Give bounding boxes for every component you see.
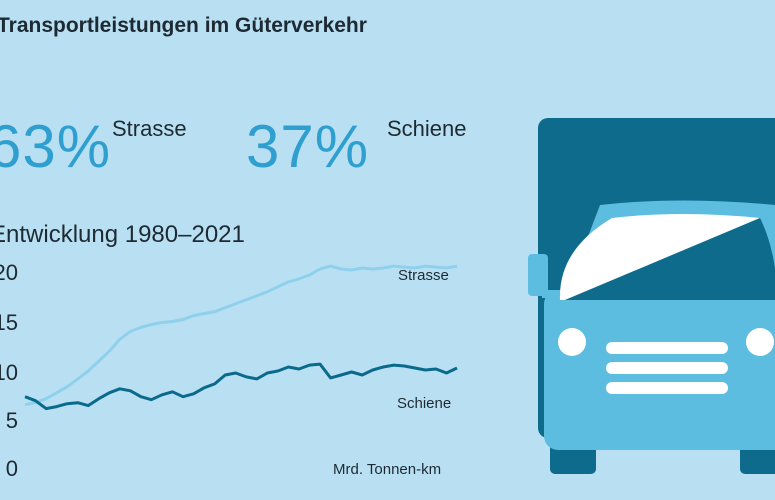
truck-mirror xyxy=(528,254,548,296)
y-tick-label: 0 xyxy=(5,456,18,481)
truck-grille-bar xyxy=(606,342,728,354)
rail-share-value: 37% xyxy=(246,113,370,180)
y-tick-label: 5 xyxy=(5,408,18,433)
truck-headlight xyxy=(558,328,586,356)
y-tick-label: 15 xyxy=(0,310,18,335)
line-chart xyxy=(24,264,458,411)
page-title: Transportleistungen im Güterverkehr xyxy=(0,14,367,37)
y-tick-label: 10 xyxy=(0,360,18,385)
y-axis-unit-label: Mrd. Tonnen-km xyxy=(333,461,442,478)
road-share-label: Strasse xyxy=(112,116,187,141)
series-label-road: Strasse xyxy=(398,267,449,284)
truck-windshield-shade xyxy=(565,218,775,300)
y-tick-label: 20 xyxy=(0,260,18,285)
series-label-rail: Schiene xyxy=(397,395,452,412)
truck-illustration xyxy=(528,118,775,474)
truck-windshield-light xyxy=(559,214,760,300)
rail-share-label: Schiene xyxy=(387,116,467,141)
truck-grille-bar xyxy=(606,382,728,394)
line-series-rail xyxy=(24,362,458,411)
line-series-road xyxy=(24,264,458,407)
road-share-value: 63% xyxy=(0,113,112,180)
chart-title: Entwicklung 1980–2021 xyxy=(0,221,245,248)
truck-headlight xyxy=(746,328,774,356)
truck-grille-bar xyxy=(606,362,728,374)
